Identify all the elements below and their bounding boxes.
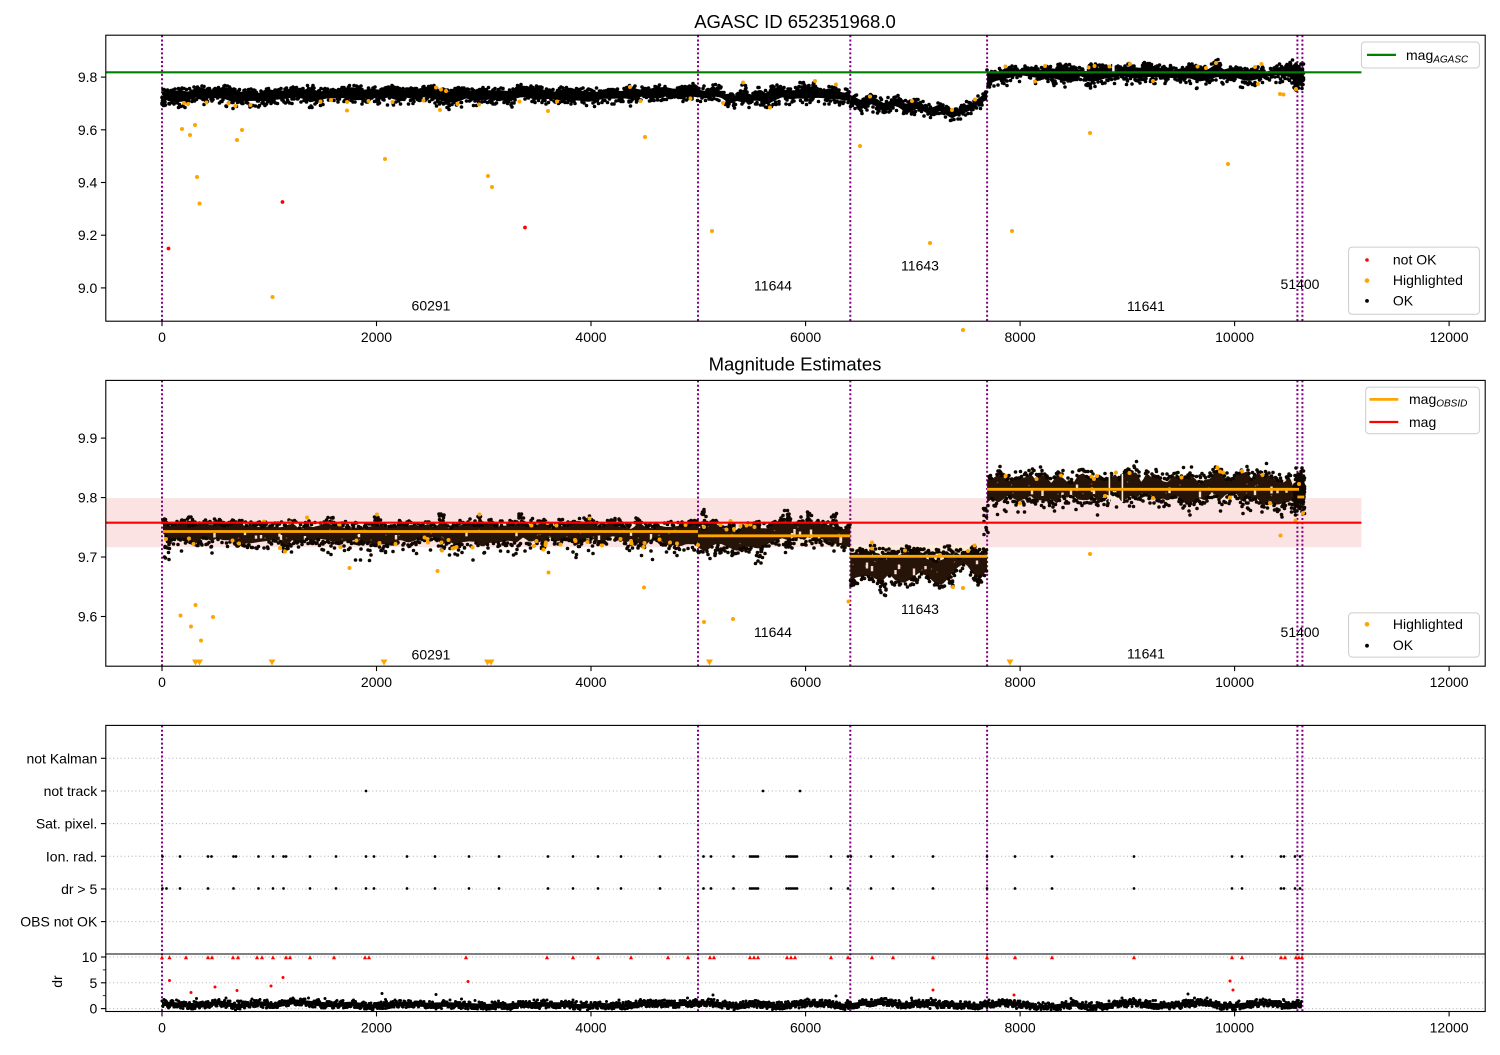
- svg-text:0: 0: [90, 1001, 98, 1017]
- svg-text:Magnitude Estimates: Magnitude Estimates: [709, 354, 882, 375]
- svg-text:2000: 2000: [361, 1020, 392, 1036]
- svg-text:12000: 12000: [1430, 674, 1469, 690]
- svg-text:10000: 10000: [1215, 329, 1254, 345]
- svg-text:60291: 60291: [412, 298, 451, 314]
- svg-text:2000: 2000: [361, 674, 392, 690]
- svg-text:5: 5: [90, 975, 98, 991]
- svg-text:12000: 12000: [1430, 329, 1469, 345]
- svg-text:10: 10: [82, 949, 98, 965]
- svg-text:mag: mag: [1409, 414, 1436, 430]
- svg-text:9.9: 9.9: [78, 430, 98, 446]
- svg-text:11641: 11641: [1127, 646, 1165, 662]
- svg-text:Highlighted: Highlighted: [1393, 272, 1463, 288]
- svg-text:Sat. pixel.: Sat. pixel.: [36, 816, 97, 832]
- svg-text:not Kalman: not Kalman: [26, 750, 97, 766]
- svg-text:Ion. rad.: Ion. rad.: [46, 848, 97, 864]
- svg-text:4000: 4000: [575, 1020, 606, 1036]
- svg-text:6000: 6000: [790, 674, 821, 690]
- svg-text:11644: 11644: [754, 278, 792, 294]
- svg-text:4000: 4000: [575, 674, 606, 690]
- svg-text:9.4: 9.4: [78, 175, 98, 191]
- svg-text:dr: dr: [49, 975, 65, 988]
- svg-text:51400: 51400: [1281, 624, 1320, 640]
- svg-text:not track: not track: [44, 783, 99, 799]
- svg-text:9.8: 9.8: [78, 490, 98, 506]
- svg-text:0: 0: [158, 329, 166, 345]
- svg-text:OK: OK: [1393, 292, 1414, 308]
- svg-text:9.6: 9.6: [78, 609, 98, 625]
- svg-text:11643: 11643: [901, 258, 939, 274]
- svg-text:6000: 6000: [790, 1020, 821, 1036]
- svg-text:0: 0: [158, 1020, 166, 1036]
- svg-text:10000: 10000: [1215, 674, 1254, 690]
- svg-text:10000: 10000: [1215, 1020, 1254, 1036]
- svg-text:11643: 11643: [901, 601, 939, 617]
- svg-text:8000: 8000: [1005, 329, 1036, 345]
- svg-text:9.7: 9.7: [78, 549, 98, 565]
- svg-text:60291: 60291: [412, 647, 451, 663]
- svg-text:0: 0: [158, 674, 166, 690]
- svg-text:8000: 8000: [1005, 674, 1036, 690]
- svg-text:51400: 51400: [1281, 276, 1320, 292]
- svg-text:2000: 2000: [361, 329, 392, 345]
- svg-text:8000: 8000: [1005, 1020, 1036, 1036]
- svg-text:11644: 11644: [754, 624, 792, 640]
- svg-text:AGASC ID 652351968.0: AGASC ID 652351968.0: [694, 11, 896, 32]
- svg-text:9.0: 9.0: [78, 280, 98, 296]
- svg-text:Highlighted: Highlighted: [1393, 616, 1463, 632]
- svg-text:11641: 11641: [1127, 298, 1165, 314]
- svg-text:9.6: 9.6: [78, 122, 98, 138]
- svg-text:12000: 12000: [1430, 1020, 1469, 1036]
- svg-text:6000: 6000: [790, 329, 821, 345]
- svg-text:9.2: 9.2: [78, 227, 98, 243]
- svg-text:not OK: not OK: [1393, 252, 1437, 268]
- svg-text:9.8: 9.8: [78, 69, 98, 85]
- svg-text:OBS not OK: OBS not OK: [20, 914, 98, 930]
- svg-text:4000: 4000: [575, 329, 606, 345]
- svg-text:dr > 5: dr > 5: [61, 881, 97, 897]
- svg-text:OK: OK: [1393, 637, 1414, 653]
